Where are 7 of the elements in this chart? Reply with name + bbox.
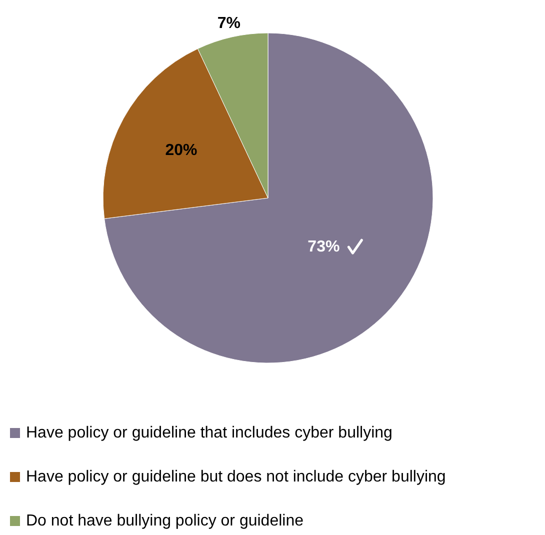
pie-slice: [104, 32, 434, 364]
data-label: 73%: [308, 238, 340, 256]
legend-label: Have policy or guideline that includes cyber bullying: [26, 424, 392, 442]
legend-label: Do not have bullying policy or guideline: [26, 512, 304, 530]
data-label: 20%: [165, 142, 198, 159]
data-label: 7%: [217, 14, 241, 32]
legend-label: Have policy or guideline but does not include cyber bullying: [26, 468, 446, 486]
